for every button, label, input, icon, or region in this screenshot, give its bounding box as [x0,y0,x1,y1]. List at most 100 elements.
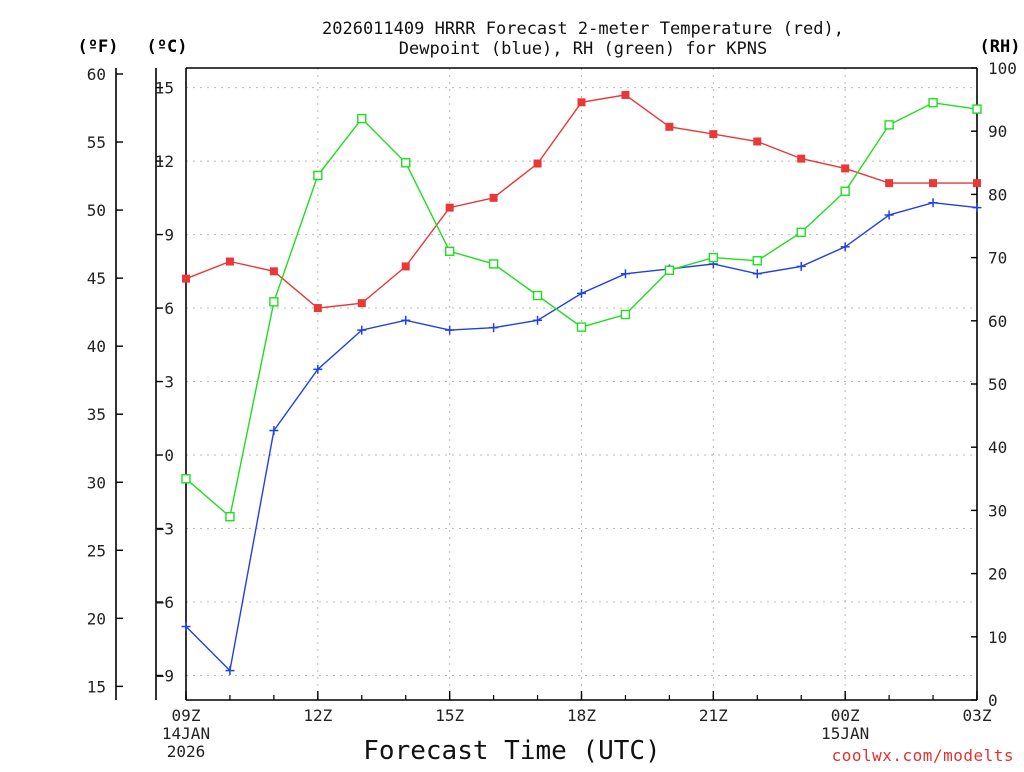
time-tick-sublabel: 2026 [167,742,206,761]
rh-point [357,113,367,124]
rh-point [269,297,279,307]
dewpoint-point [225,666,235,676]
time-tick-label: 00Z [831,706,860,725]
dewpoint-point [972,203,982,213]
fahrenheit-tick-label: 25 [87,541,106,560]
rh-tick-label: 50 [988,375,1007,394]
rh-tick-label: 30 [988,501,1007,520]
temperature-point [445,203,454,212]
fahrenheit-tick-label: 30 [87,473,106,492]
rh-point [928,98,938,108]
rh-point [444,246,455,256]
temperature-point [665,122,674,131]
temperature-point [313,304,322,313]
fahrenheit-axis: 60 55 50 45 40 35 30 25 20 15 [87,65,123,700]
temperature-point [401,262,410,271]
dewpoint-point [269,426,279,436]
rh-tick-label: 60 [988,312,1007,331]
fahrenheit-tick-label: 40 [87,337,106,356]
rh-unit-label: (RH) [980,37,1021,57]
temperature-point [269,267,278,276]
rh-point [708,252,719,263]
dewpoint-point [401,315,411,325]
dewpoint-point [796,261,806,271]
celsius-tick-label: −9 [155,667,174,686]
dewpoint-point [313,364,323,374]
celsius-axis: 15 12 9 6 3 0 −3 −6 −9 [155,68,174,700]
celsius-tick-label: 9 [164,226,174,245]
rh-point [796,227,806,238]
fahrenheit-tick-label: 20 [87,609,106,628]
celsius-tick-label: 0 [164,446,174,465]
temperature-point [533,159,542,168]
rh-tick-label: 10 [988,628,1007,647]
temperature-point [929,179,938,188]
rh-point [840,186,850,196]
dewpoint-point [752,269,762,279]
rh-point [225,512,235,522]
rh-tick-label: 100 [988,59,1017,78]
temperature-point [709,130,718,139]
celsius-tick-label: −6 [155,593,174,612]
rh-point [752,256,762,266]
dewpoint-point [489,323,499,333]
rh-tick-label: 0 [988,691,998,710]
temperature-point [973,179,981,188]
temperature-point [621,90,630,99]
dewpoint-point [533,315,543,325]
dewpoint-point [445,325,455,335]
fahrenheit-tick-label: 35 [87,405,106,424]
fahrenheit-tick-label: 55 [87,133,106,152]
series-layer [181,90,982,676]
rh-tick-label: 80 [988,185,1007,204]
rh-tick-label: 20 [988,565,1007,584]
rh-point [884,120,894,130]
fahrenheit-tick-label: 15 [87,677,106,696]
rh-point [620,309,631,320]
dewpoint-point [620,269,630,279]
temperature-point [753,137,762,146]
rh-point [488,259,499,269]
temperature-series [182,90,981,313]
temperature-point [489,193,498,202]
rh-point [532,290,543,301]
dewpoint-series [181,198,982,676]
celsius-tick-label: −3 [155,520,174,539]
celsius-tick-label: 15 [155,79,174,98]
temperature-point [841,164,850,173]
fahrenheit-unit-label: (ºF) [78,37,119,57]
time-tick-label: 09Z [172,706,201,725]
time-tick-label: 21Z [699,706,728,725]
dewpoint-point [840,242,850,252]
rh-tick-label: 70 [988,249,1007,268]
rh-point [401,158,411,168]
fahrenheit-tick-label: 50 [87,201,106,220]
celsius-unit-label: (ºC) [147,37,188,57]
time-tick-label: 18Z [567,706,596,725]
time-tick-sublabel: 15JAN [821,724,869,743]
celsius-tick-label: 12 [155,152,174,171]
temperature-point [885,179,894,188]
rh-tick-label: 40 [988,438,1007,457]
celsius-tick-label: 6 [164,299,174,318]
fahrenheit-tick-label: 45 [87,269,106,288]
dewpoint-point [928,198,938,208]
fahrenheit-tick-label: 60 [87,65,106,84]
time-tick-label: 12Z [303,706,332,725]
temperature-point [225,257,234,266]
rh-tick-label: 90 [988,122,1007,141]
rh-point [576,322,587,332]
credit-text: coolwx.com/modelts [832,746,1014,765]
time-tick-label: 03Z [963,706,992,725]
temperature-point [357,299,366,308]
rh-series [181,98,982,522]
dewpoint-point [884,210,894,220]
grid-layer [186,68,977,700]
rh-point [313,170,323,181]
x-axis-label: Forecast Time (UTC) [363,736,660,766]
time-tick-label: 15Z [435,706,464,725]
temperature-point [182,274,190,283]
